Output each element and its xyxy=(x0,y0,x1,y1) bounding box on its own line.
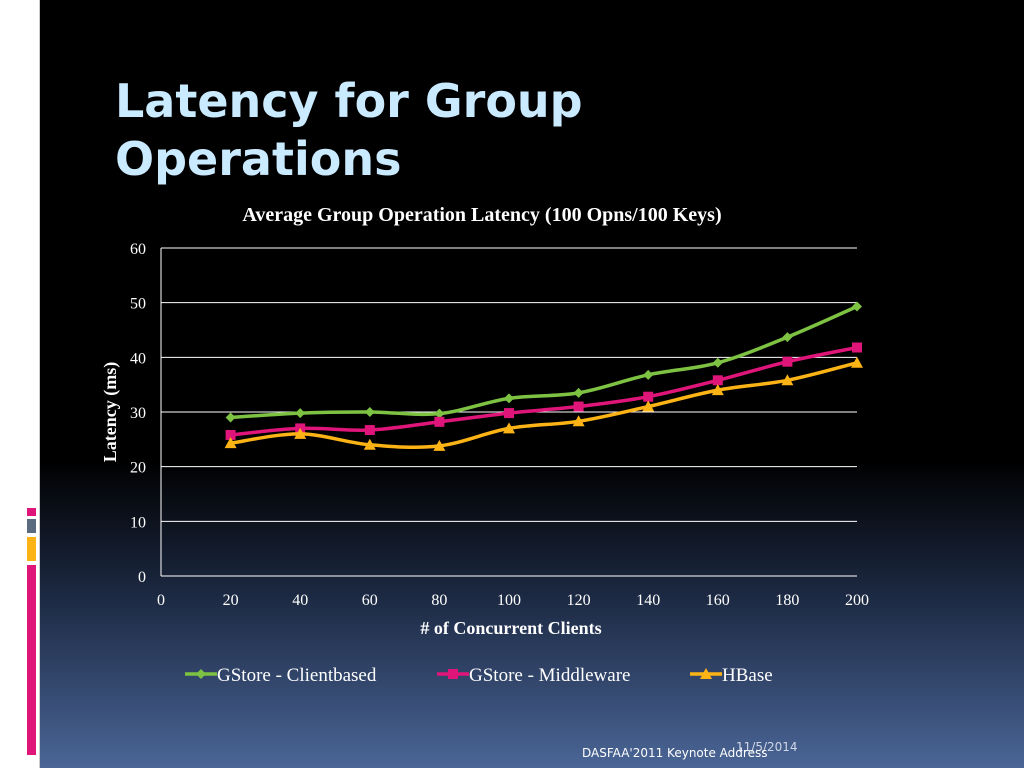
data-point xyxy=(225,429,236,440)
data-point xyxy=(295,408,306,419)
slide-title: Latency for Group Operations xyxy=(115,74,583,186)
data-point xyxy=(225,412,236,423)
data-point xyxy=(294,427,307,439)
data-point xyxy=(504,393,514,404)
data-point xyxy=(782,356,793,367)
x-tick-label: 20 xyxy=(223,592,239,609)
data-point xyxy=(573,401,584,412)
data-point xyxy=(503,422,515,434)
data-point xyxy=(572,415,585,427)
data-point xyxy=(643,391,654,402)
legend-label: GStore - Middleware xyxy=(469,665,630,686)
data-point xyxy=(711,384,724,396)
x-tick-label: 40 xyxy=(292,592,308,609)
x-tick-label: 160 xyxy=(706,592,730,609)
legend-marker xyxy=(196,669,206,679)
x-axis-label: # of Concurrent Clients xyxy=(420,618,601,638)
y-tick-label: 50 xyxy=(130,296,146,313)
data-point xyxy=(363,438,376,450)
x-tick-label: 0 xyxy=(157,592,165,609)
data-point xyxy=(573,387,584,398)
x-tick-label: 60 xyxy=(362,592,378,609)
left-white-strip xyxy=(0,0,40,768)
data-point xyxy=(851,356,863,368)
data-point xyxy=(364,425,375,436)
x-tick-label: 200 xyxy=(845,592,869,609)
y-axis-label: Latency (ms) xyxy=(100,362,121,462)
data-point xyxy=(504,408,514,419)
accent-bar-gray xyxy=(27,519,36,533)
legend-label: HBase xyxy=(722,665,773,686)
series-line-1 xyxy=(230,345,858,437)
accent-bar-pink-top xyxy=(27,508,36,516)
accent-bar-pink-long xyxy=(27,565,36,755)
series-line-2 xyxy=(230,361,858,450)
y-tick-label: 60 xyxy=(130,241,146,258)
y-tick-label: 30 xyxy=(130,405,146,422)
y-tick-label: 20 xyxy=(130,460,146,477)
data-point xyxy=(643,369,654,380)
x-tick-label: 100 xyxy=(497,592,521,609)
data-point xyxy=(433,439,446,451)
data-point xyxy=(364,407,375,417)
data-point xyxy=(712,357,723,368)
data-point xyxy=(781,374,794,386)
y-tick-label: 40 xyxy=(130,350,146,367)
data-point xyxy=(434,416,445,427)
footer-text: DASFAA'2011 Keynote Address xyxy=(582,746,768,760)
data-point xyxy=(782,332,793,343)
data-point xyxy=(712,375,723,386)
accent-bar-yellow xyxy=(27,537,36,561)
x-tick-label: 140 xyxy=(636,592,660,609)
chart-title: Average Group Operation Latency (100 Opn… xyxy=(242,204,721,226)
data-point xyxy=(224,437,237,449)
x-tick-label: 180 xyxy=(775,592,799,609)
data-point xyxy=(852,301,862,312)
legend-marker xyxy=(700,668,712,679)
legend-marker xyxy=(448,669,458,679)
legend-label: GStore - Clientbased xyxy=(217,665,377,686)
series-line-0 xyxy=(230,304,858,420)
x-tick-label: 80 xyxy=(431,592,447,609)
footer-date: 11/5/2014 xyxy=(736,740,798,754)
data-point xyxy=(852,342,862,353)
data-point xyxy=(642,400,655,412)
x-tick-label: 120 xyxy=(567,592,591,609)
y-tick-label: 10 xyxy=(130,514,146,531)
data-point xyxy=(434,408,445,419)
y-tick-label: 0 xyxy=(138,569,146,586)
